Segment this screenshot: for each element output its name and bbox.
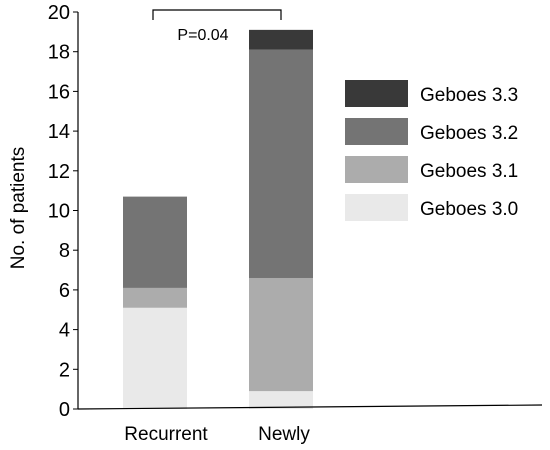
y-tick-labels: 0 2 4 6 8 10 12 14 16 18 20	[48, 2, 70, 421]
y-tick-label: 16	[48, 81, 70, 103]
bar-recurrent-geboes-3-2	[123, 196, 187, 288]
y-axis-title: No. of patients	[8, 147, 29, 270]
y-tick-label: 4	[59, 320, 70, 342]
significance-bracket	[152, 9, 282, 20]
bar-recurrent-geboes-3-0	[123, 307, 187, 409]
legend-swatch-geboes-3-3	[345, 80, 408, 107]
legend-label-geboes-3-0: Geboes 3.0	[420, 199, 518, 220]
legend-swatch-geboes-3-2	[345, 118, 408, 145]
y-tick-label: 20	[48, 2, 70, 24]
bar-newly-geboes-3-3	[249, 29, 313, 50]
y-tick-label: 8	[59, 240, 70, 262]
legend-label-geboes-3-3: Geboes 3.3	[420, 85, 518, 106]
bar-newly-geboes-3-1	[249, 277, 313, 392]
y-tick-label: 10	[48, 201, 70, 223]
legend: Geboes 3.3 Geboes 3.2 Geboes 3.1 Geboes 3.0	[345, 80, 518, 221]
legend-swatch-geboes-3-1	[345, 156, 408, 183]
significance-annotation: P=0.04	[152, 9, 282, 44]
x-category-labels: Recurrent Newly	[124, 424, 310, 445]
y-tick-label: 2	[59, 359, 70, 381]
y-tick-label: 12	[48, 161, 70, 183]
x-category-label-recurrent: Recurrent	[124, 424, 208, 445]
bar-recurrent-geboes-3-1	[123, 287, 187, 308]
legend-label-geboes-3-1: Geboes 3.1	[420, 161, 518, 182]
x-axis-line	[77, 404, 543, 410]
bar-newly-geboes-3-0	[249, 391, 313, 409]
y-tick-label: 0	[59, 399, 70, 421]
axes-layer	[73, 11, 543, 410]
bars-layer	[123, 29, 313, 409]
bar-newly-geboes-3-2	[249, 49, 313, 278]
x-category-label-newly: Newly	[258, 424, 310, 445]
p-value-label: P=0.04	[177, 27, 228, 44]
y-tick-label: 14	[48, 121, 70, 143]
legend-label-geboes-3-2: Geboes 3.2	[420, 123, 518, 144]
y-tick-label: 6	[59, 280, 70, 302]
y-tick-label: 18	[48, 42, 70, 64]
legend-swatch-geboes-3-0	[345, 194, 408, 221]
